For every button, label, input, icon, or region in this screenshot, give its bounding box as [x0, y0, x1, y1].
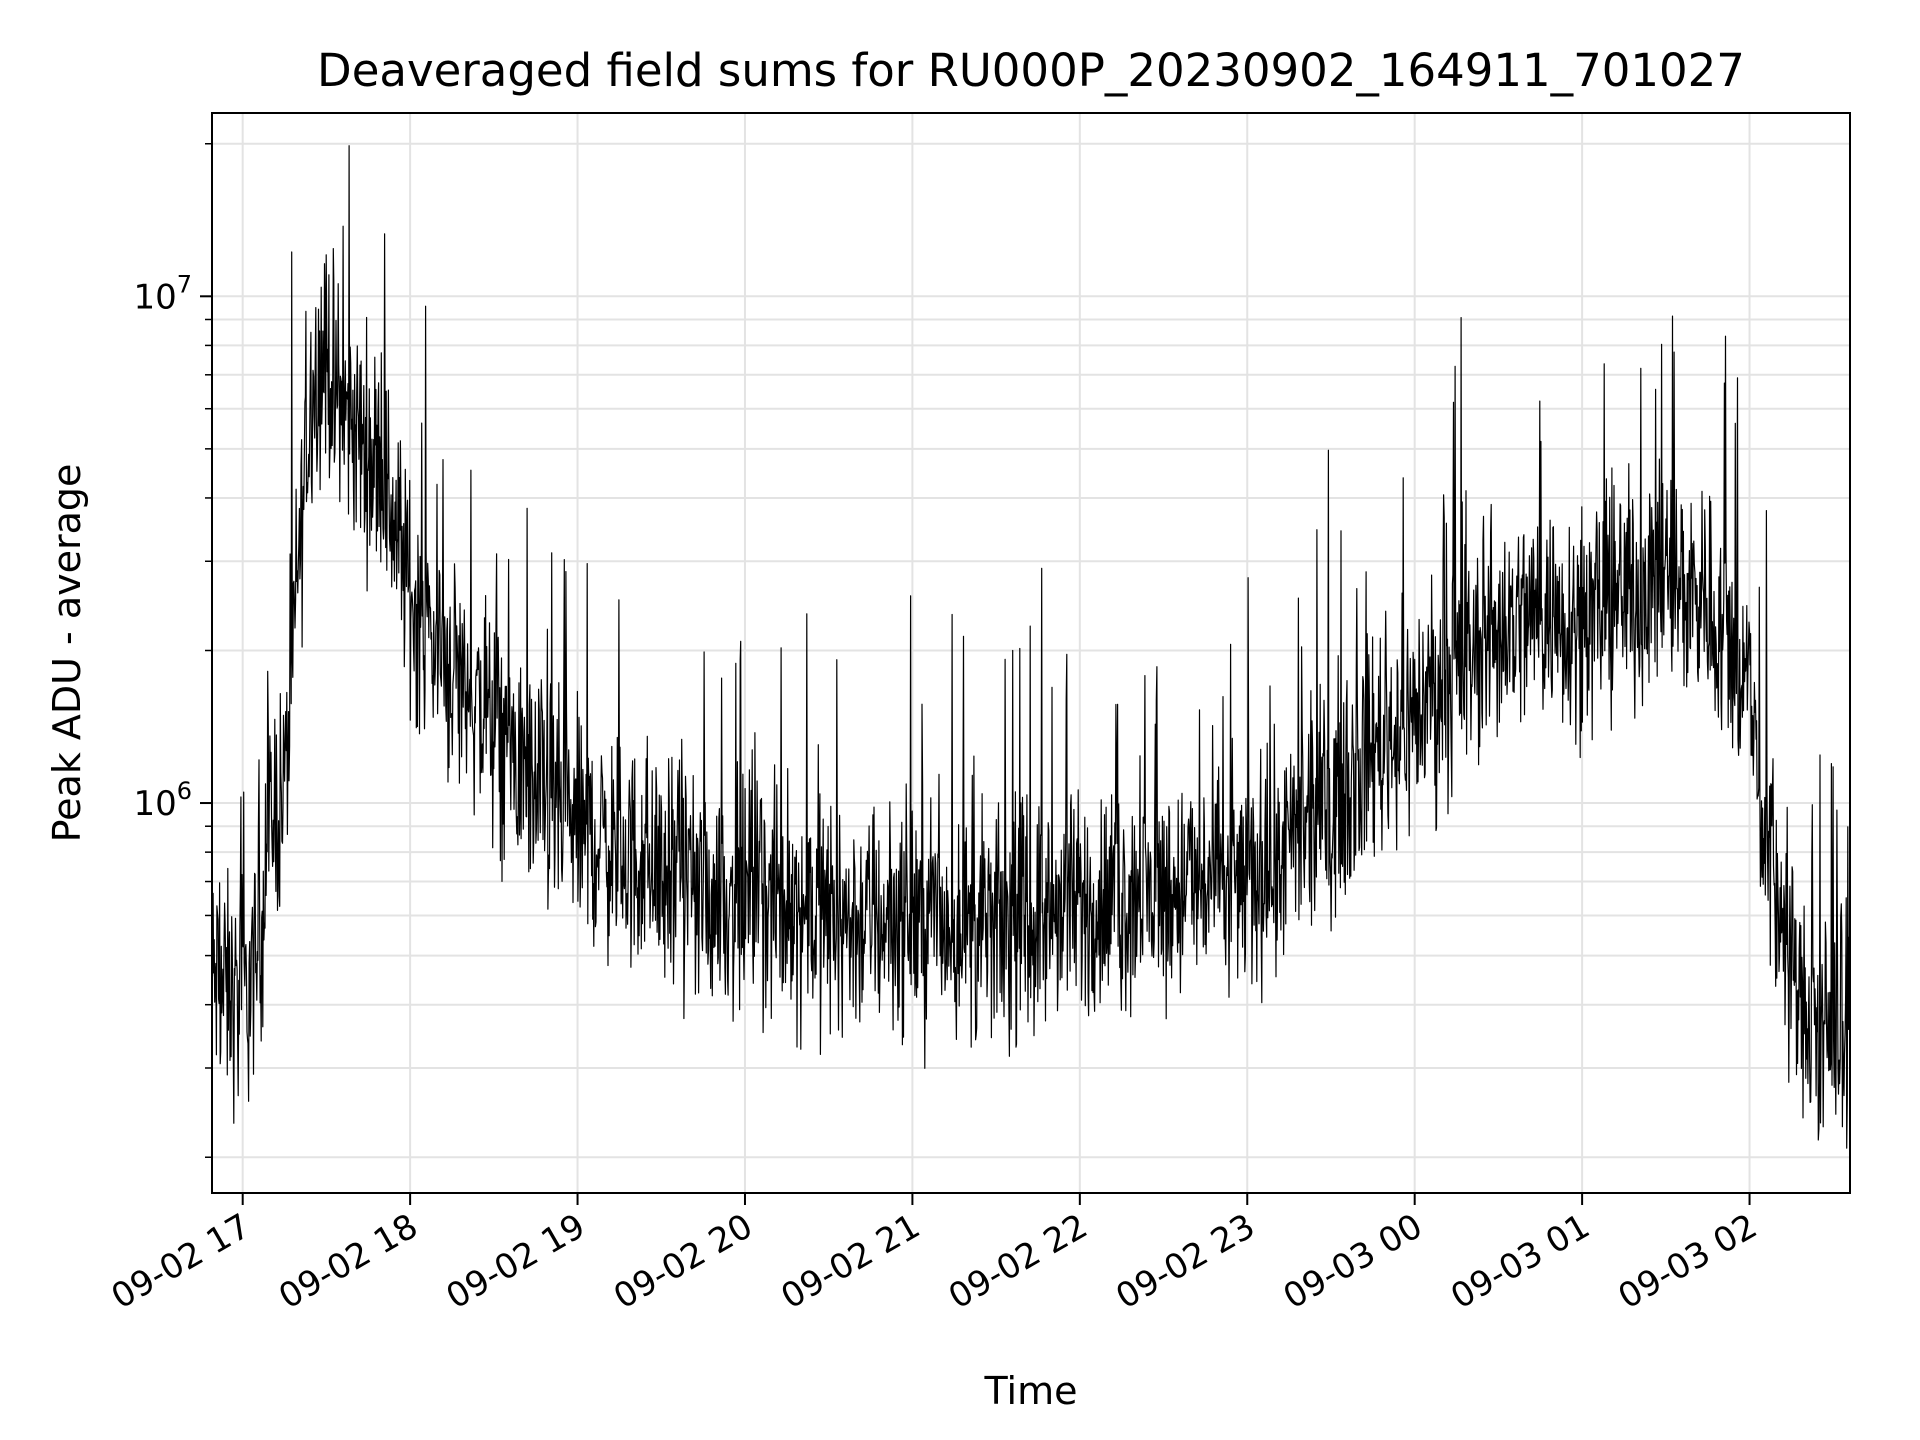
y-tick-label: 107: [133, 270, 192, 317]
x-axis-label: Time: [984, 1369, 1078, 1413]
plot-frame: [211, 112, 1851, 1194]
y-tick-label: 106: [133, 777, 192, 824]
data-line: [211, 145, 1851, 1149]
y-axis-label: Peak ADU - average: [45, 464, 89, 843]
y-axis: 106 107: [133, 143, 212, 1158]
data-line-series: [211, 145, 1851, 1149]
chart-title: Deaveraged field sums for RU000P_2023090…: [317, 44, 1745, 97]
